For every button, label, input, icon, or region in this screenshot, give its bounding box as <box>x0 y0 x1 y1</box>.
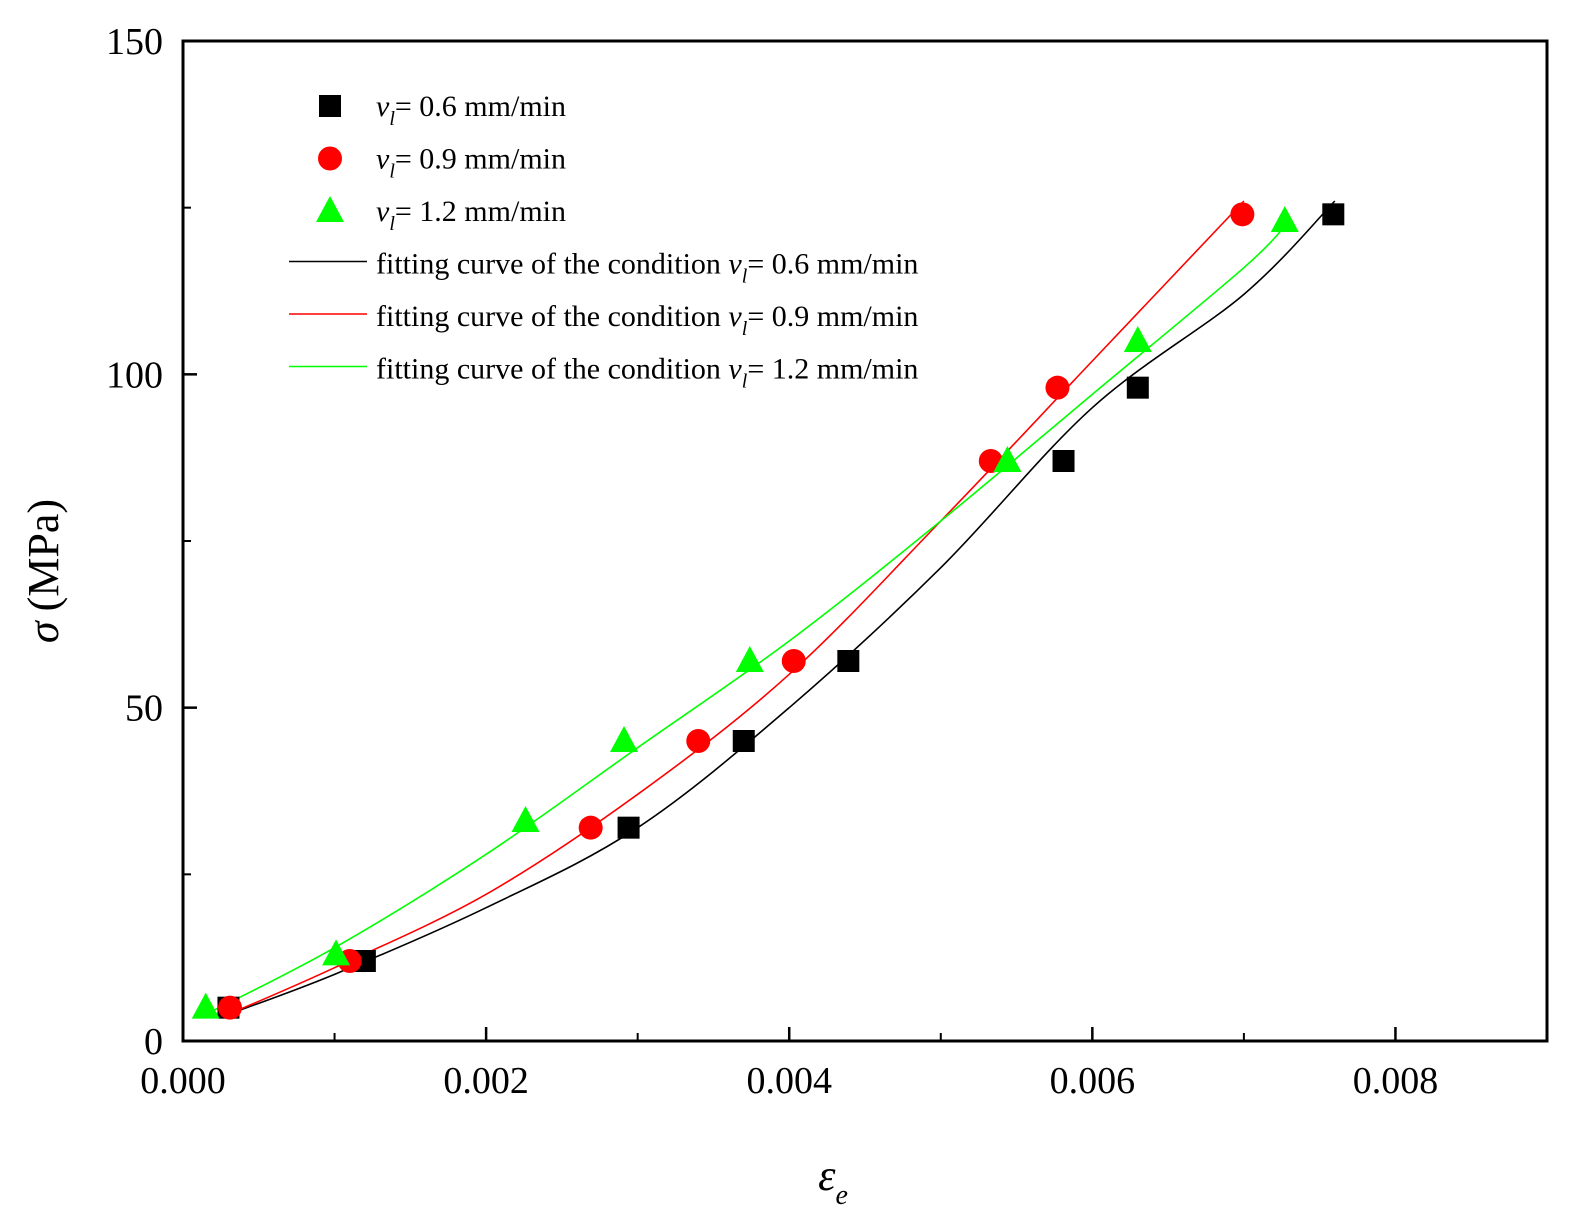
point-0-9 <box>217 995 242 1020</box>
point-1-2 <box>1123 326 1152 352</box>
y-axis-symbol: σ <box>19 619 68 643</box>
fit-curve-0-6 <box>228 200 1336 1016</box>
axis-ticks <box>181 39 1548 1043</box>
x-tick-label: 0.006 <box>1050 1060 1136 1102</box>
point-0-6 <box>617 816 640 839</box>
point-0-6 <box>1052 450 1075 472</box>
plot-frame <box>181 39 1549 1043</box>
point-1-2 <box>993 446 1022 472</box>
data-points <box>191 202 1345 1020</box>
point-0-9 <box>578 815 603 840</box>
legend-marker <box>318 146 342 171</box>
tick-labels: 0.000 0.002 0.004 0.006 0.008 0 50 100 150 <box>106 21 1438 1102</box>
point-0-6 <box>732 730 755 752</box>
y-axis-unit: (MPa) <box>19 499 68 611</box>
x-axis-title: εe <box>818 1151 848 1211</box>
fit-curve-0-9 <box>228 200 1245 1016</box>
x-axis-subscript: e <box>835 1180 847 1211</box>
x-tick-label: 0.000 <box>140 1060 226 1102</box>
y-tick-label: 50 <box>125 688 163 730</box>
legend-label: vl= 0.6 mm/min <box>376 90 566 130</box>
legend-label: fitting curve of the condition vl= 0.6 m… <box>376 248 918 288</box>
point-0-6 <box>837 650 860 672</box>
legend-label: vl= 1.2 mm/min <box>376 195 566 235</box>
legend-label: fitting curve of the condition vl= 1.2 m… <box>376 353 918 393</box>
point-1-2 <box>735 646 764 672</box>
point-1-2 <box>191 992 220 1019</box>
legend-marker <box>319 95 341 117</box>
point-0-9 <box>686 729 711 753</box>
x-tick-label: 0.002 <box>443 1060 529 1102</box>
point-0-6 <box>1126 376 1149 399</box>
x-tick-label: 0.004 <box>746 1060 832 1102</box>
fit-curve-1-2 <box>205 220 1290 1016</box>
y-tick-label: 0 <box>144 1021 163 1063</box>
point-1-2 <box>610 726 639 752</box>
point-1-2 <box>511 806 540 832</box>
point-0-6 <box>1322 203 1345 226</box>
y-tick-label: 150 <box>106 21 163 63</box>
legend-label: vl= 0.9 mm/min <box>376 143 566 183</box>
x-tick-label: 0.008 <box>1353 1060 1439 1102</box>
y-axis-title: σ (MPa) <box>19 499 68 643</box>
legend-marker <box>316 196 344 222</box>
point-0-9 <box>1230 202 1255 227</box>
y-tick-label: 100 <box>106 354 163 396</box>
fit-curves <box>205 200 1336 1016</box>
point-1-2 <box>322 939 351 966</box>
point-1-2 <box>1270 206 1299 232</box>
legend: vl= 0.6 mm/min vl= 0.9 mm/min vl= 1.2 mm/m… <box>289 90 918 393</box>
point-0-9 <box>1045 375 1070 400</box>
point-0-9 <box>781 649 806 673</box>
x-axis-symbol: ε <box>818 1151 836 1200</box>
legend-label: fitting curve of the condition vl= 0.9 m… <box>376 300 918 340</box>
